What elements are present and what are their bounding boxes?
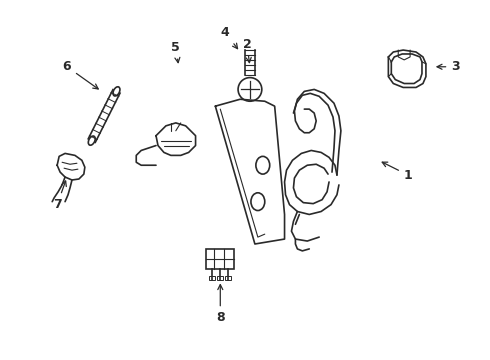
Text: 2: 2: [243, 38, 251, 63]
Text: 8: 8: [216, 285, 224, 324]
Text: 5: 5: [172, 41, 180, 63]
Text: 3: 3: [437, 60, 460, 73]
Text: 6: 6: [63, 60, 98, 89]
Text: 4: 4: [221, 26, 238, 49]
Text: 1: 1: [382, 162, 413, 181]
Text: 7: 7: [53, 181, 66, 211]
